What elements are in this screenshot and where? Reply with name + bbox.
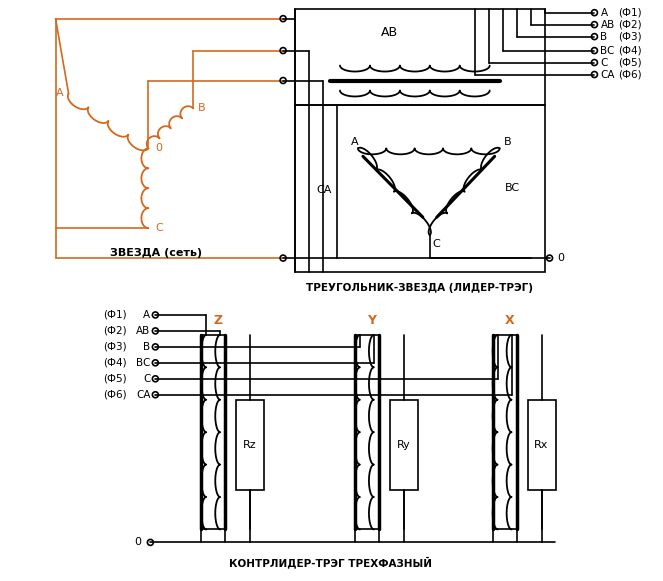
Bar (236, 400, 264, 490)
Text: (Ф3): (Ф3) (103, 342, 127, 352)
Bar (295, 9, 544, 105)
Text: C: C (143, 374, 151, 384)
Text: B: B (143, 342, 151, 352)
Text: X: X (505, 314, 514, 327)
Text: CA: CA (601, 70, 615, 80)
Text: (Ф1): (Ф1) (103, 310, 127, 320)
Bar (390, 400, 418, 490)
Text: Ry: Ry (397, 440, 410, 450)
Text: (Ф5): (Ф5) (619, 58, 642, 67)
Text: C: C (601, 58, 608, 67)
Text: C: C (155, 223, 163, 233)
Text: КОНТРЛИДЕР-ТРЭГ ТРЕХФАЗНЫЙ: КОНТРЛИДЕР-ТРЭГ ТРЕХФАЗНЫЙ (229, 557, 432, 568)
Text: (Ф3): (Ф3) (619, 31, 642, 42)
Text: BC: BC (505, 183, 520, 193)
Text: CA: CA (316, 185, 332, 195)
Text: A: A (56, 88, 64, 98)
Text: A: A (351, 137, 359, 148)
Text: CA: CA (136, 390, 151, 400)
Text: C: C (433, 239, 440, 249)
Text: (Ф1): (Ф1) (619, 8, 642, 17)
Text: B: B (198, 103, 206, 113)
Text: (Ф2): (Ф2) (103, 326, 127, 336)
Text: (Ф5): (Ф5) (103, 374, 127, 384)
Text: BC: BC (601, 45, 615, 56)
Text: (Ф6): (Ф6) (103, 390, 127, 400)
Text: 0: 0 (155, 144, 162, 153)
Text: (Ф6): (Ф6) (619, 70, 642, 80)
Bar (528, 400, 556, 490)
Text: B: B (504, 137, 511, 148)
Text: A: A (601, 8, 607, 17)
Text: 0: 0 (135, 537, 141, 547)
Text: AB: AB (601, 20, 615, 30)
Bar (295, 105, 544, 272)
Text: Rx: Rx (534, 440, 549, 450)
Text: BC: BC (136, 358, 151, 368)
Text: 0: 0 (558, 253, 564, 263)
Text: Rz: Rz (243, 440, 257, 450)
Text: B: B (601, 31, 607, 42)
Text: AB: AB (136, 326, 151, 336)
Text: A: A (143, 310, 151, 320)
Text: (Ф2): (Ф2) (619, 20, 642, 30)
Text: ТРЕУГОЛЬНИК-ЗВЕЗДА (ЛИДЕР-ТРЭГ): ТРЕУГОЛЬНИК-ЗВЕЗДА (ЛИДЕР-ТРЭГ) (306, 283, 533, 293)
Text: Y: Y (367, 314, 377, 327)
Text: Z: Z (213, 314, 223, 327)
Text: (Ф4): (Ф4) (619, 45, 642, 56)
Text: AB: AB (381, 26, 398, 39)
Text: (Ф4): (Ф4) (103, 358, 127, 368)
Text: ЗВЕЗДА (сеть): ЗВЕЗДА (сеть) (111, 248, 203, 258)
